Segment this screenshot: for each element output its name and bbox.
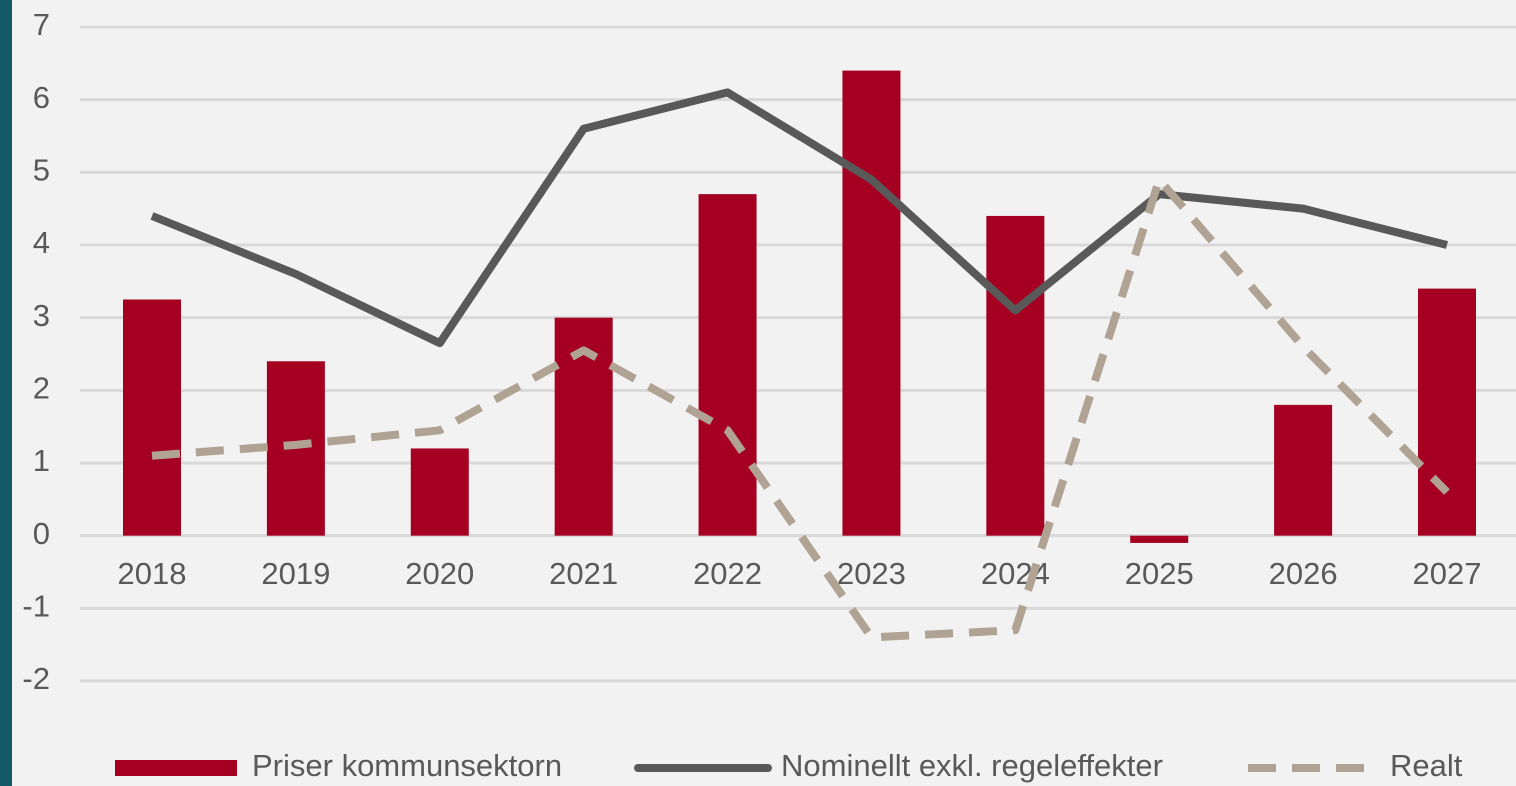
bar (1130, 535, 1189, 543)
legend-label: Nominellt exkl. regeleffekter (781, 748, 1163, 783)
y-tick-label: -2 (22, 661, 50, 696)
y-tick-label: 5 (33, 153, 50, 188)
bar (986, 215, 1045, 536)
y-tick-label: -1 (22, 589, 50, 624)
bar (410, 448, 469, 536)
bar (1274, 404, 1333, 536)
x-tick-label: 2020 (405, 556, 474, 591)
y-tick-label: 6 (33, 80, 50, 115)
x-tick-label: 2024 (981, 556, 1050, 591)
y-tick-label: 2 (33, 371, 50, 406)
x-tick-label: 2019 (261, 556, 330, 591)
legend-label: Priser kommunsektorn (252, 748, 562, 783)
y-tick-label: 0 (33, 516, 50, 551)
y-tick-label: 3 (33, 298, 50, 333)
bar (123, 299, 181, 536)
x-tick-label: 2025 (1125, 556, 1194, 591)
side-strip (0, 0, 12, 786)
bar (1418, 288, 1476, 536)
x-tick-label: 2018 (118, 556, 187, 591)
legend-swatch (115, 760, 237, 776)
bar (698, 194, 757, 536)
x-tick-label: 2026 (1269, 556, 1338, 591)
legend-label: Realt (1390, 748, 1463, 783)
y-tick-label: 4 (33, 225, 50, 260)
line (151, 175, 1450, 642)
x-tick-label: 2021 (549, 556, 618, 591)
y-tick-label: 7 (33, 7, 50, 42)
line (150, 88, 1448, 348)
x-tick-label: 2023 (837, 556, 906, 591)
y-tick-label: 1 (33, 443, 50, 478)
bar (842, 70, 901, 536)
x-tick-label: 2027 (1413, 556, 1482, 591)
x-tick-label: 2022 (693, 556, 762, 591)
